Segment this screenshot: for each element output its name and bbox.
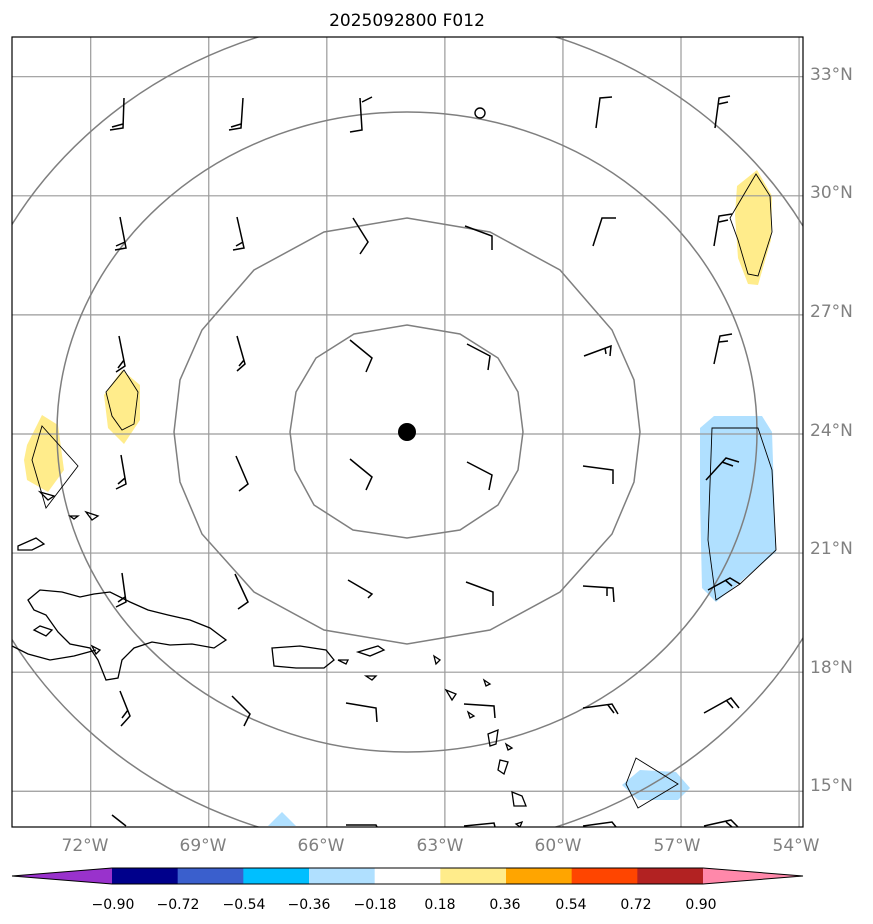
colorbar-tick-label: 0.72 — [620, 897, 651, 913]
map-area — [12, 37, 803, 827]
lat-tick-label: 33°N — [810, 65, 853, 85]
lat-tick-label: 27°N — [810, 302, 853, 322]
lat-tick-label: 18°N — [810, 658, 853, 678]
colorbar-outline — [11, 867, 804, 885]
colorbar-tick-label: −0.72 — [157, 897, 200, 913]
colorbar-tick-label: −0.90 — [92, 897, 135, 913]
colorbar-segment — [374, 868, 441, 884]
colorbar-segment — [571, 868, 638, 884]
colorbar-segment — [637, 868, 704, 884]
colorbar-extend-low — [12, 868, 112, 884]
colorbar-tick-label: −0.18 — [354, 897, 397, 913]
ring-1 — [289, 324, 524, 539]
lat-tick-label: 21°N — [810, 539, 853, 559]
lat-tick-label: 15°N — [810, 776, 853, 796]
shading-positive — [24, 170, 772, 492]
lat-tick-label: 30°N — [810, 183, 853, 203]
lon-tick-label: 66°W — [298, 836, 345, 856]
lon-tick-label: 54°W — [773, 836, 820, 856]
coastlines — [12, 173, 777, 827]
colorbar-segment — [243, 868, 310, 884]
colorbar-tick-label: 0.36 — [489, 897, 520, 913]
storm-center-marker — [398, 423, 416, 441]
lon-tick-label: 72°W — [62, 836, 109, 856]
colorbar-segment — [112, 868, 179, 884]
map-frame — [11, 36, 804, 828]
lat-tick-labels: 33°N 30°N 27°N 24°N 21°N 18°N 15°N — [810, 65, 853, 796]
colorbar-tick-label: 0.54 — [555, 897, 586, 913]
lon-tick-labels: 72°W 69°W 66°W 63°W 60°W 57°W 54°W — [62, 836, 820, 856]
colorbar-tick-label: −0.54 — [223, 897, 266, 913]
lon-tick-label: 63°W — [417, 836, 464, 856]
lat-tick-label: 24°N — [810, 421, 853, 441]
ring-3 — [56, 111, 758, 753]
colorbar-segment — [506, 868, 573, 884]
colorbar-segment — [177, 868, 244, 884]
colorbar-tick-label: 0.18 — [424, 897, 455, 913]
lon-tick-label: 69°W — [180, 836, 227, 856]
shading-negative — [268, 416, 776, 826]
colorbar-extend-high — [703, 868, 803, 884]
colorbar-segment — [440, 868, 507, 884]
range-rings — [12, 37, 803, 827]
lon-tick-label: 60°W — [535, 836, 582, 856]
wind-barbs — [109, 95, 741, 827]
map-title: 2025092800 F012 — [329, 11, 485, 31]
colorbar-tick-labels: −0.90 −0.72 −0.54 −0.36 −0.18 0.18 0.36 … — [92, 897, 717, 913]
ring-2 — [173, 217, 641, 645]
colorbar-segment — [309, 868, 376, 884]
colorbar-tick-label: 0.90 — [685, 897, 716, 913]
colorbar — [11, 867, 804, 885]
lon-tick-label: 57°W — [654, 836, 701, 856]
colorbar-tick-label: −0.36 — [288, 897, 331, 913]
graticule — [12, 37, 803, 827]
